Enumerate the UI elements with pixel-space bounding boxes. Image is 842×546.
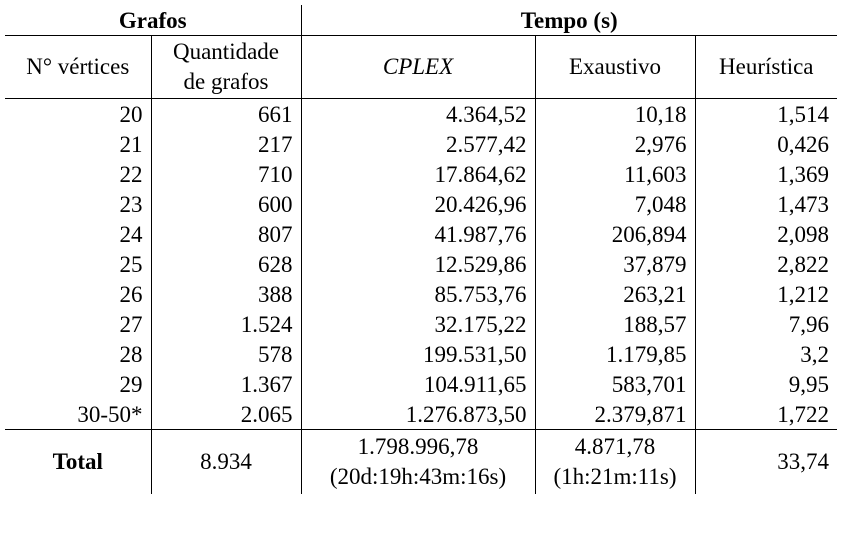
cell-quantidade: 600 xyxy=(151,189,302,219)
col-header-exaustivo: Exaustivo xyxy=(535,35,696,99)
cell-quantidade: 1.524 xyxy=(151,309,302,339)
total-heuristica: 33,74 xyxy=(695,429,838,494)
total-quantidade: 8.934 xyxy=(151,429,302,494)
cell-vertices: 20 xyxy=(5,98,152,129)
cell-heuristica: 3,2 xyxy=(800,341,830,367)
cell-vertices: 30-50* xyxy=(5,399,152,430)
cell-heuristica: 1,212 xyxy=(777,281,830,307)
cell-heuristica: 2,822 xyxy=(777,251,830,277)
table-row: 28 578 199.531,50 1.179,85 3,2 xyxy=(5,339,837,369)
cell-cplex: 41.987,76 xyxy=(301,219,536,249)
total-cplex: 1.798.996,78 (20d:19h:43m:16s) xyxy=(301,429,536,494)
table-row: 20 661 4.364,52 10,18 1,514 xyxy=(5,98,837,129)
cell-quantidade: 2.065 xyxy=(151,399,302,430)
col-header-quantidade-line1: Quantidade xyxy=(172,39,279,64)
cell-quantidade: 1.367 xyxy=(151,369,302,399)
cell-quantidade: 628 xyxy=(151,249,302,279)
cell-exaustivo: 7,048 xyxy=(535,189,696,219)
cell-cplex: 104.911,65 xyxy=(301,369,536,399)
cell-exaustivo: 2.379,871 xyxy=(535,399,696,430)
cell-heuristica: 1,514 xyxy=(777,101,830,127)
cell-cplex: 2.577,42 xyxy=(301,129,536,159)
cell-quantidade: 217 xyxy=(151,129,302,159)
cell-cplex: 1.276.873,50 xyxy=(301,399,536,430)
table-row: 30-50* 2.065 1.276.873,50 2.379,871 1,72… xyxy=(5,399,837,430)
cell-heuristica: 1,369 xyxy=(777,161,830,187)
table-row: 24 807 41.987,76 206,894 2,098 xyxy=(5,219,837,249)
col-header-vertices: N° vértices xyxy=(5,35,152,99)
cell-cplex: 20.426,96 xyxy=(301,189,536,219)
cell-cplex: 12.529,86 xyxy=(301,249,536,279)
col-header-heuristica: Heurística xyxy=(695,35,838,99)
cell-quantidade: 710 xyxy=(151,159,302,189)
table-body: 20 661 4.364,52 10,18 1,514 21 217 2.577… xyxy=(5,98,838,494)
cell-exaustivo: 10,18 xyxy=(535,98,696,129)
cell-quantidade: 661 xyxy=(151,98,302,129)
cell-heuristica: 1,722 xyxy=(777,401,830,427)
total-cplex-time: (20d:19h:43m:16s) xyxy=(329,464,507,489)
cell-quantidade: 578 xyxy=(151,339,302,369)
cell-exaustivo: 1.179,85 xyxy=(535,339,696,369)
table-row: 23 600 20.426,96 7,048 1,473 xyxy=(5,189,837,219)
cell-exaustivo: 188,57 xyxy=(535,309,696,339)
cell-exaustivo: 263,21 xyxy=(535,279,696,309)
cell-vertices: 25 xyxy=(5,249,152,279)
cell-heuristica: 0,426 xyxy=(777,131,830,157)
cell-vertices: 26 xyxy=(5,279,152,309)
cell-vertices: 22 xyxy=(5,159,152,189)
col-header-quantidade: Quantidade de grafos xyxy=(151,35,302,99)
cell-vertices: 24 xyxy=(5,219,152,249)
cell-vertices: 27 xyxy=(5,309,152,339)
col-header-quantidade-line2: de grafos xyxy=(183,69,269,94)
cell-cplex: 199.531,50 xyxy=(301,339,536,369)
table-row: 25 628 12.529,86 37,879 2,822 xyxy=(5,249,837,279)
cell-cplex: 4.364,52 xyxy=(301,98,536,129)
cell-exaustivo: 206,894 xyxy=(535,219,696,249)
total-exaustivo-time: (1h:21m:11s) xyxy=(553,464,677,489)
cell-exaustivo: 2,976 xyxy=(535,129,696,159)
total-cplex-value: 1.798.996,78 xyxy=(357,434,479,459)
total-label: Total xyxy=(5,429,152,494)
table-row: 21 217 2.577,42 2,976 0,426 xyxy=(5,129,837,159)
total-row: Total 8.934 1.798.996,78 (20d:19h:43m:16s… xyxy=(5,429,838,494)
group-header-tempo: Tempo (s) xyxy=(520,7,618,33)
cell-heuristica: 1,473 xyxy=(777,191,830,217)
cell-heuristica: 7,96 xyxy=(788,311,830,337)
table-row: 29 1.367 104.911,65 583,701 9,95 xyxy=(5,369,837,399)
cell-cplex: 85.753,76 xyxy=(301,279,536,309)
cell-heuristica: 2,098 xyxy=(777,221,830,247)
cell-cplex: 17.864,62 xyxy=(301,159,536,189)
cell-exaustivo: 11,603 xyxy=(535,159,696,189)
cell-heuristica: 9,95 xyxy=(788,371,830,397)
cell-vertices: 28 xyxy=(5,339,152,369)
col-header-cplex: CPLEX xyxy=(301,35,536,99)
cell-quantidade: 388 xyxy=(151,279,302,309)
cell-exaustivo: 583,701 xyxy=(535,369,696,399)
results-table: Grafos Tempo (s) N° vértices Quantidade d… xyxy=(5,5,838,494)
table-row: 26 388 85.753,76 263,21 1,212 xyxy=(5,279,837,309)
cell-vertices: 21 xyxy=(5,129,152,159)
table-row: 22 710 17.864,62 11,603 1,369 xyxy=(5,159,837,189)
cell-exaustivo: 37,879 xyxy=(535,249,696,279)
group-header-grafos: Grafos xyxy=(5,5,302,36)
total-exaustivo-value: 4.871,78 xyxy=(574,434,656,459)
table-row: 27 1.524 32.175,22 188,57 7,96 xyxy=(5,309,837,339)
cell-vertices: 29 xyxy=(5,369,152,399)
cell-quantidade: 807 xyxy=(151,219,302,249)
cell-cplex: 32.175,22 xyxy=(301,309,536,339)
cell-vertices: 23 xyxy=(5,189,152,219)
total-exaustivo: 4.871,78 (1h:21m:11s) xyxy=(535,429,696,494)
